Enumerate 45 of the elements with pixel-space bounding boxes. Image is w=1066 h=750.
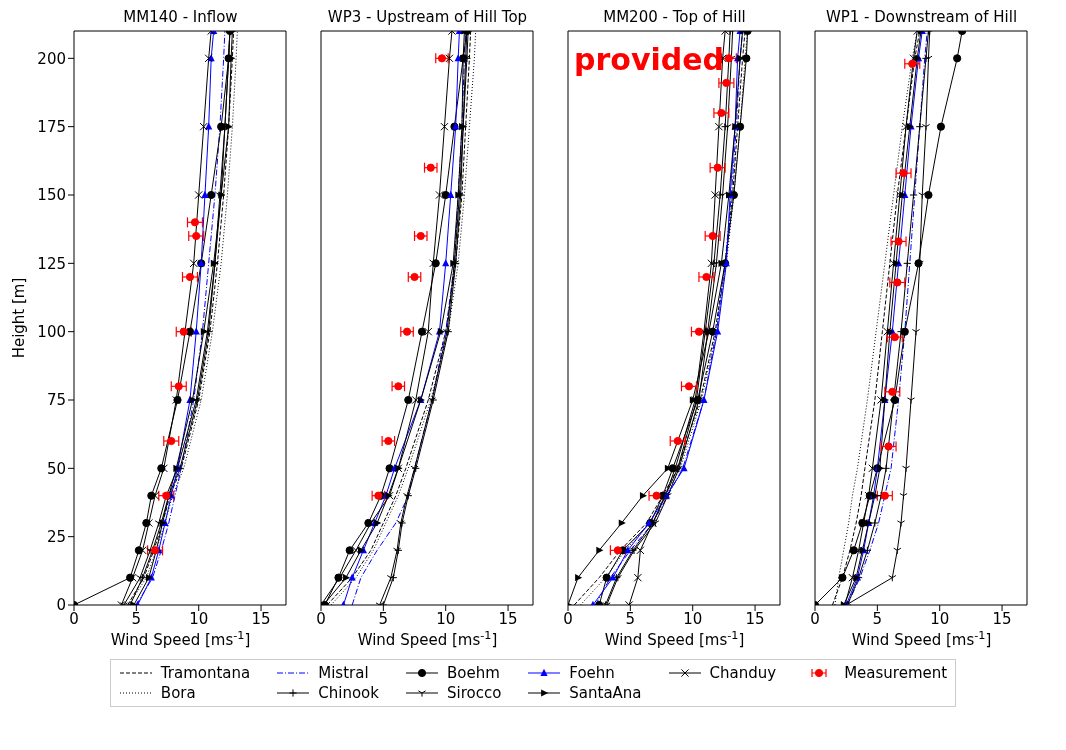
legend-label: Mistral [318,664,369,682]
x-axis-title: Wind Speed [ms$^{-1}$] [357,628,498,649]
legend-label: Measurement [844,664,948,682]
legend-label: Bora [160,684,196,702]
chart-title: MM140 - Inflow [122,8,239,26]
annotation: provided [574,42,725,77]
y-tick-label: 50 [46,459,66,478]
x-tick-label: 0 [316,609,326,628]
x-tick-label: 15 [992,609,1012,628]
x-tick-label: 0 [563,609,573,628]
x-tick-label: 10 [930,609,950,628]
y-tick-label: 75 [46,391,66,410]
legend-label: Sirocco [446,684,502,702]
x-tick-label: 10 [189,609,209,628]
x-tick-label: 10 [436,609,456,628]
legend-label: Boehm [446,664,500,682]
y-tick-label: 100 [37,322,66,341]
x-tick-label: 5 [131,609,142,628]
x-tick-label: 5 [378,609,389,628]
y-axis-title: Height [m] [10,277,28,358]
y-tick-label: 25 [46,527,66,546]
x-tick-label: 5 [625,609,636,628]
chart-title: WP3 - Upstream of Hill Top [326,8,529,26]
x-axis-title: Wind Speed [ms$^{-1}$] [110,628,251,649]
legend-label: SantaAna [569,684,642,702]
x-tick-label: 15 [251,609,271,628]
y-tick-label: 125 [37,254,66,273]
legend-label: Foehn [569,664,615,682]
chart-title: WP1 - Downstream of Hill [824,8,1019,26]
x-tick-label: 0 [810,609,820,628]
x-tick-label: 5 [872,609,883,628]
legend-label: Tramontana [160,664,251,682]
x-tick-label: 15 [498,609,518,628]
x-axis-title: Wind Speed [ms$^{-1}$] [851,628,992,649]
y-tick-label: 200 [37,49,66,68]
x-tick-label: 10 [683,609,703,628]
y-tick-label: 175 [37,117,66,136]
x-axis-title: Wind Speed [ms$^{-1}$] [604,628,745,649]
y-tick-label: 0 [56,596,66,615]
chart-title: MM200 - Top of Hill [602,8,747,26]
x-tick-label: 0 [69,609,79,628]
y-tick-label: 150 [37,186,66,205]
legend-label: Chanduy [709,664,777,682]
x-tick-label: 15 [745,609,765,628]
legend-label: Chinook [318,684,379,702]
